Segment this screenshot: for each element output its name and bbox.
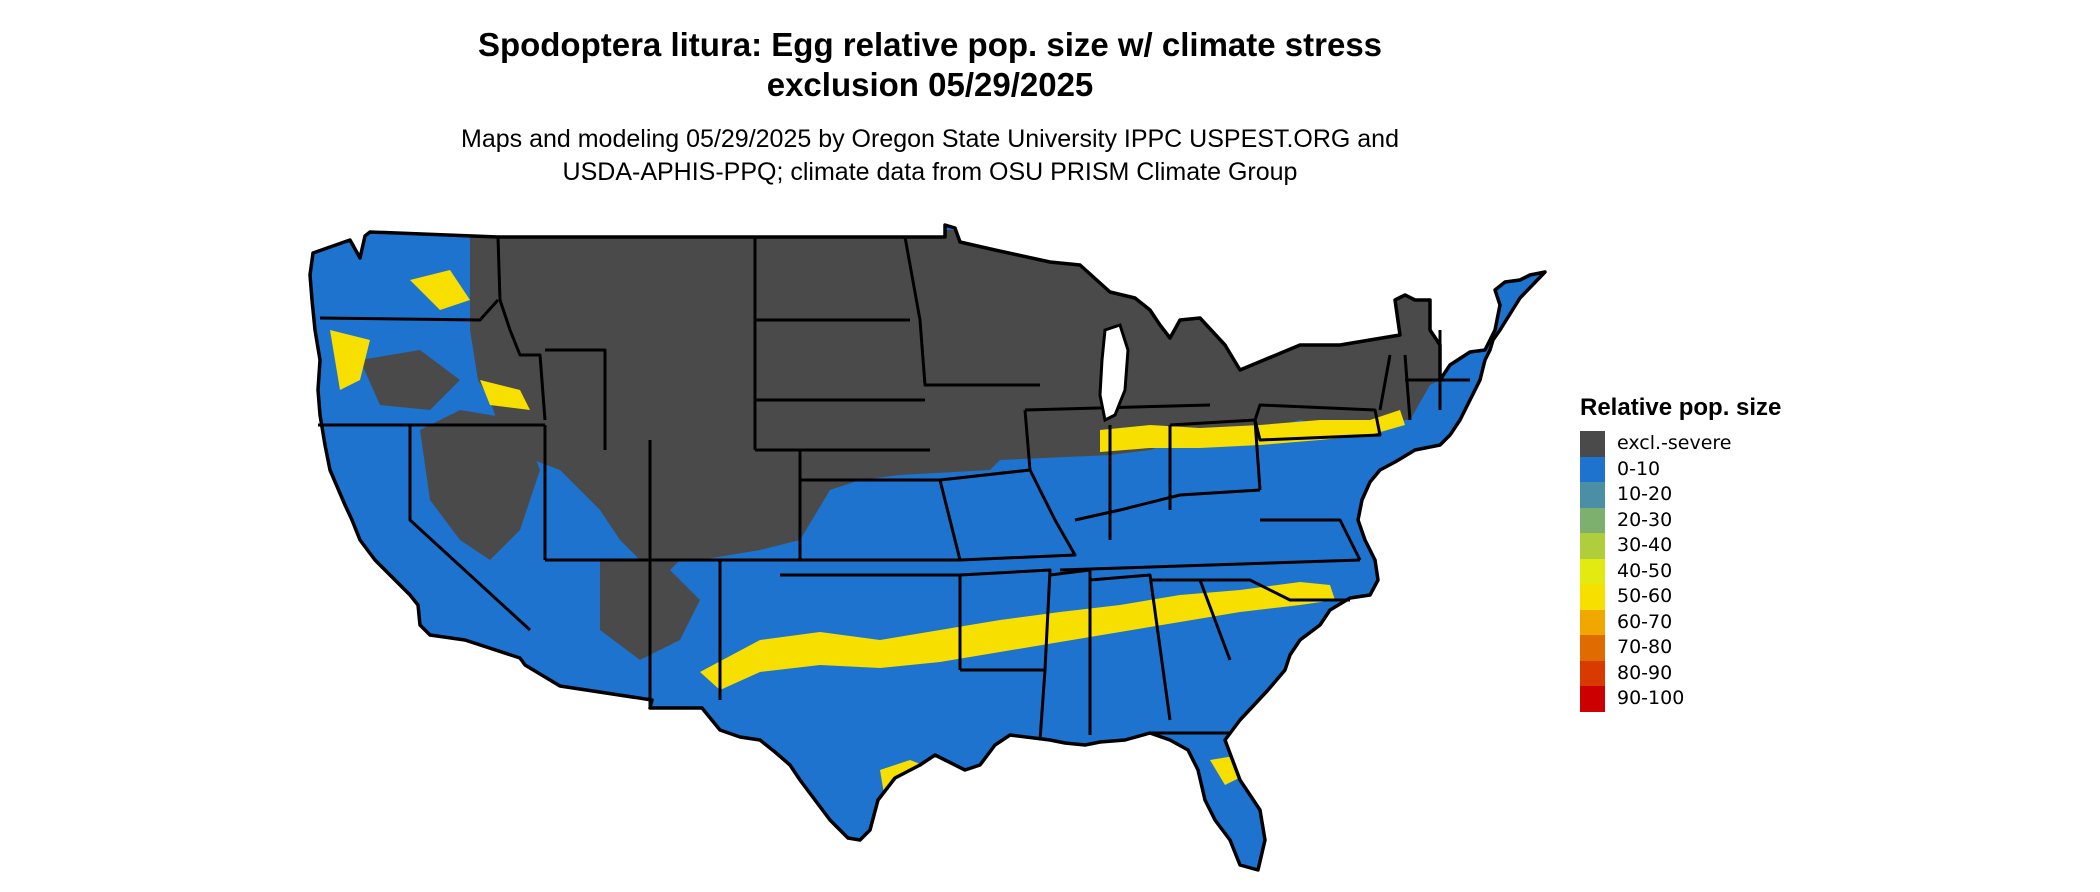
- legend-item: 20-30: [1580, 507, 1880, 533]
- map-zone-high-ohio-band: [1100, 410, 1405, 452]
- legend: Relative pop. size excl.-severe 0-10 10-20…: [1580, 393, 1880, 712]
- legend-swatch: [1580, 660, 1605, 686]
- legend-swatch: [1580, 482, 1605, 508]
- state-line-virginia-carolinas: [1200, 518, 1362, 602]
- legend-label: 0-10: [1617, 457, 1661, 480]
- legend-label: 60-70: [1617, 610, 1673, 633]
- lake-michigan: [1098, 323, 1130, 423]
- legend-item: 50-60: [1580, 584, 1880, 610]
- state-line-new-england: [1378, 330, 1470, 421]
- legend-item: 30-40: [1580, 533, 1880, 559]
- legend-label: 90-100: [1617, 687, 1685, 710]
- legend-label: 70-80: [1617, 636, 1673, 659]
- state-line-arkansas-louisiana: [959, 568, 1052, 741]
- map-subtitle-line-1: Maps and modeling 05/29/2025 by Oregon S…: [461, 125, 1399, 153]
- state-boundaries: [318, 236, 1470, 741]
- legend-label: excl.-severe: [1617, 432, 1732, 455]
- state-line-ca-nv: [408, 425, 532, 632]
- state-line-missouri: [939, 468, 1077, 562]
- legend-swatch: [1580, 431, 1605, 457]
- state-line-wa-or: [319, 298, 500, 322]
- us-outline: [308, 223, 1547, 872]
- state-line-minnesota: [903, 236, 1040, 387]
- map-title-line-2: exclusion 05/29/2025: [766, 66, 1094, 103]
- legend-item: 0-10: [1580, 456, 1880, 482]
- legend-swatch: [1580, 686, 1605, 712]
- map-title-line-1: Spodoptera litura: Egg relative pop. siz…: [477, 26, 1383, 63]
- state-line-colorado-kansas: [755, 448, 930, 560]
- map-zone-high-gulf-coast: [880, 755, 1245, 800]
- legend-swatch: [1580, 533, 1605, 559]
- legend-item: 40-50: [1580, 558, 1880, 584]
- legend-item: 80-90: [1580, 660, 1880, 686]
- legend-label: 40-50: [1617, 559, 1673, 582]
- state-line-dakotas: [753, 237, 925, 450]
- legend-item: 10-20: [1580, 482, 1880, 508]
- state-line-illinois-indiana: [1023, 403, 1211, 540]
- legend-item: 70-80: [1580, 635, 1880, 661]
- legend-label: 50-60: [1617, 585, 1673, 608]
- legend-item: excl.-severe: [1580, 431, 1880, 457]
- state-line-idaho-montana: [496, 236, 547, 421]
- legend-items: excl.-severe 0-10 10-20 20-30 30-40 40-50 50-6…: [1580, 431, 1880, 712]
- map-zone-excluded-great-basin: [420, 410, 540, 560]
- legend-label: 80-90: [1617, 661, 1673, 684]
- state-line-tennessee-kentucky: [1059, 488, 1361, 572]
- legend-item: 60-70: [1580, 609, 1880, 635]
- map-zone-high-northwest: [330, 270, 530, 410]
- legend-swatch: [1580, 609, 1605, 635]
- legend-swatch: [1580, 635, 1605, 661]
- legend-title: Relative pop. size: [1580, 394, 1782, 421]
- legend-label: 20-30: [1617, 508, 1673, 531]
- map-zone-high-southern-band: [700, 582, 1335, 690]
- legend-swatch: [1580, 456, 1605, 482]
- legend-item: 90-100: [1580, 686, 1880, 712]
- legend-swatch: [1580, 558, 1605, 584]
- legend-label: 10-20: [1617, 483, 1673, 506]
- legend-swatch: [1580, 507, 1605, 533]
- state-line-four-corners: [545, 558, 800, 708]
- map-subtitle-line-2: USDA-APHIS-PPQ; climate data from OSU PR…: [562, 158, 1298, 186]
- state-line-pennsylvania: [1253, 403, 1382, 442]
- legend-label: 30-40: [1617, 534, 1673, 557]
- state-line-montana-wyoming: [545, 348, 607, 450]
- map-zone-excluded-oregon: [360, 350, 460, 410]
- legend-swatch: [1580, 584, 1605, 610]
